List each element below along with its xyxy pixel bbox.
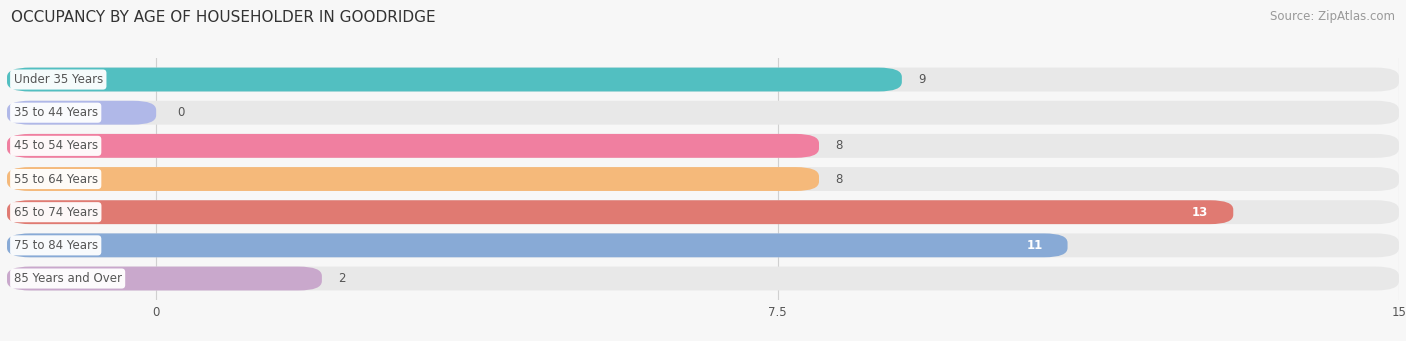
Text: Under 35 Years: Under 35 Years <box>14 73 103 86</box>
Text: 8: 8 <box>835 173 844 186</box>
Text: 65 to 74 Years: 65 to 74 Years <box>14 206 98 219</box>
Text: 75 to 84 Years: 75 to 84 Years <box>14 239 98 252</box>
FancyBboxPatch shape <box>7 200 1399 224</box>
FancyBboxPatch shape <box>7 134 1399 158</box>
Text: 11: 11 <box>1026 239 1043 252</box>
FancyBboxPatch shape <box>7 167 818 191</box>
Text: 35 to 44 Years: 35 to 44 Years <box>14 106 98 119</box>
Text: 2: 2 <box>339 272 346 285</box>
Text: 85 Years and Over: 85 Years and Over <box>14 272 122 285</box>
Text: 13: 13 <box>1192 206 1208 219</box>
FancyBboxPatch shape <box>7 234 1067 257</box>
FancyBboxPatch shape <box>7 200 1233 224</box>
Text: 45 to 54 Years: 45 to 54 Years <box>14 139 98 152</box>
FancyBboxPatch shape <box>7 101 1399 124</box>
FancyBboxPatch shape <box>7 134 818 158</box>
Text: 8: 8 <box>835 139 844 152</box>
Text: 55 to 64 Years: 55 to 64 Years <box>14 173 98 186</box>
Text: Source: ZipAtlas.com: Source: ZipAtlas.com <box>1270 10 1395 23</box>
FancyBboxPatch shape <box>7 101 156 124</box>
FancyBboxPatch shape <box>7 167 1399 191</box>
FancyBboxPatch shape <box>7 68 901 91</box>
FancyBboxPatch shape <box>7 234 1399 257</box>
Text: OCCUPANCY BY AGE OF HOUSEHOLDER IN GOODRIDGE: OCCUPANCY BY AGE OF HOUSEHOLDER IN GOODR… <box>11 10 436 25</box>
Text: 0: 0 <box>177 106 184 119</box>
FancyBboxPatch shape <box>7 68 1399 91</box>
Text: 9: 9 <box>918 73 927 86</box>
FancyBboxPatch shape <box>7 267 1399 291</box>
FancyBboxPatch shape <box>7 267 322 291</box>
